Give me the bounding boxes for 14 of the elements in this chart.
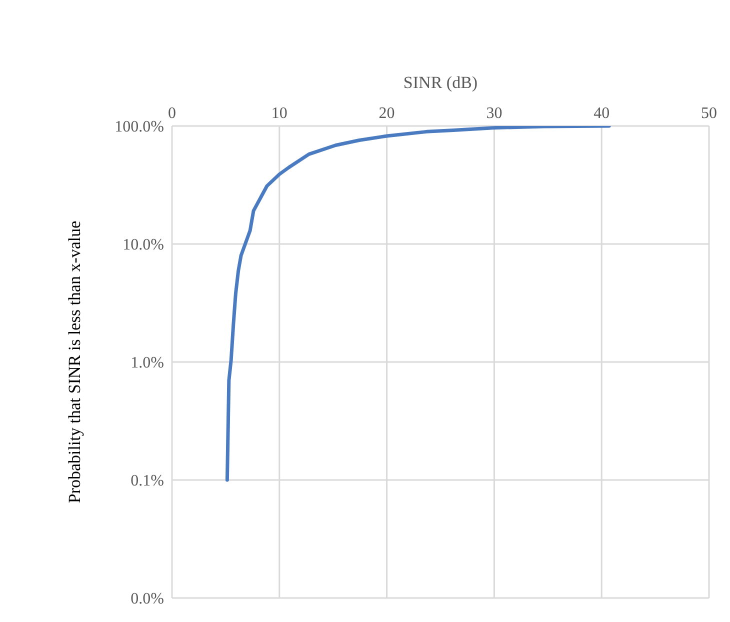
- x-tick-label: 0: [168, 105, 176, 122]
- x-axis-title: SINR (dB): [403, 73, 478, 92]
- y-tick-label: 10.0%: [122, 236, 164, 254]
- x-tick-label: 20: [378, 105, 395, 122]
- y-tick-label: 0.1%: [130, 472, 164, 490]
- y-tick-label: 1.0%: [130, 354, 164, 372]
- line-series: [225, 126, 611, 482]
- x-tick-label: 50: [701, 105, 717, 122]
- y-tick-label: 0.0%: [130, 590, 164, 608]
- y-tick-label: 100.0%: [114, 118, 164, 136]
- y-axis-title: Probability that SINR is less than x-value: [65, 220, 84, 504]
- x-tick-label: 40: [594, 105, 610, 122]
- x-tick-label: 30: [486, 105, 502, 122]
- x-tick-label: 10: [271, 105, 288, 122]
